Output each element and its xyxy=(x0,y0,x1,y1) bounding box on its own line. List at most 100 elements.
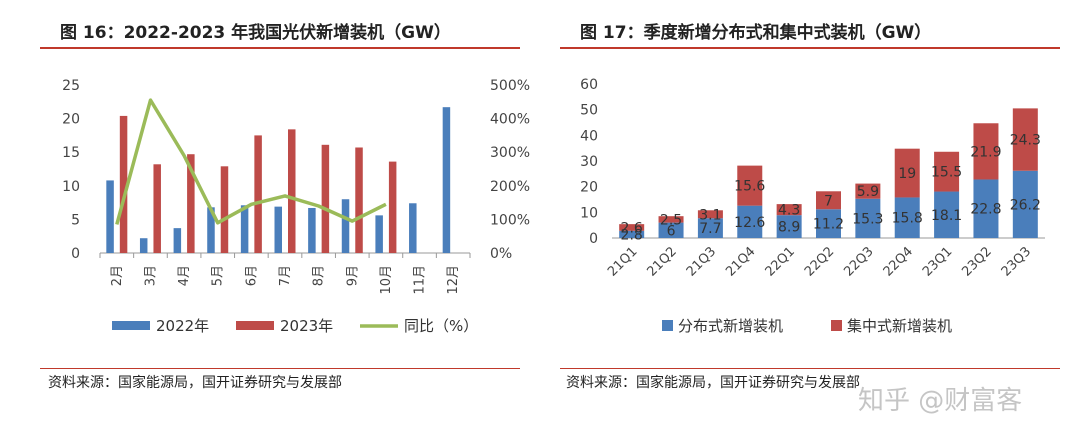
right-y-tick-label: 300% xyxy=(490,145,530,161)
distributed-value-label: 15.8 xyxy=(892,211,923,227)
centralized-value-label: 7 xyxy=(824,193,833,209)
right-chart-y-tick-label: 50 xyxy=(580,103,598,119)
left-x-tick-label: 6月 xyxy=(244,265,259,286)
bar-2023 xyxy=(288,129,296,253)
bar-distributed xyxy=(658,222,684,238)
right-title-rule xyxy=(560,47,1060,49)
distributed-value-label: 8.9 xyxy=(778,220,800,236)
distributed-value-label: 6 xyxy=(667,223,676,239)
distributed-value-label: 22.8 xyxy=(970,202,1001,218)
bar-2023 xyxy=(254,135,262,253)
bar-2023 xyxy=(355,147,363,253)
bar-2022 xyxy=(409,203,417,253)
bar-2022 xyxy=(442,107,451,254)
bar-2022 xyxy=(106,180,114,253)
left-chart-title: 图 16：2022-2023 年我国光伏新增装机（GW） xyxy=(60,23,451,43)
right-chart-y-tick-label: 30 xyxy=(580,154,598,170)
bar-centralized xyxy=(855,183,881,199)
right-y-tick-label: 400% xyxy=(490,112,530,128)
yoy-growth-line xyxy=(115,98,387,225)
right-chart-y-tick-label: 20 xyxy=(580,180,598,196)
right-chart-x-tick-label: 23Q2 xyxy=(959,244,994,279)
centralized-value-label: 4.3 xyxy=(778,203,800,219)
right-chart-x-tick-label: 21Q4 xyxy=(723,244,758,279)
bar-distributed xyxy=(776,215,802,238)
right-source-rule xyxy=(560,368,1060,369)
distributed-value-label: 15.3 xyxy=(852,211,883,227)
right-chart-x-tick-label: 21Q2 xyxy=(644,244,679,279)
legend-label-centralized: 集中式新增装机 xyxy=(847,317,952,335)
bar-2023 xyxy=(321,144,330,253)
bar-2022 xyxy=(274,206,282,253)
left-y-tick-label: 20 xyxy=(62,112,80,128)
left-x-tick-label: 3月 xyxy=(143,265,158,286)
bar-2022 xyxy=(308,207,316,253)
bar-centralized xyxy=(737,165,763,206)
left-y-tick-label: 15 xyxy=(62,145,80,161)
left-x-tick-label: 4月 xyxy=(177,265,192,286)
bar-centralized xyxy=(934,151,960,192)
bar-distributed xyxy=(894,197,920,238)
right-chart-x-tick-label: 23Q1 xyxy=(920,244,955,279)
bar-2022 xyxy=(375,215,383,253)
distributed-value-label: 7.7 xyxy=(699,221,721,237)
left-x-tick-label: 11月 xyxy=(413,265,428,295)
bar-distributed xyxy=(737,205,763,238)
bar-2022 xyxy=(240,205,249,253)
bar-centralized xyxy=(658,216,684,223)
right-chart-x-tick-label: 21Q1 xyxy=(605,244,640,279)
bar-centralized xyxy=(816,191,841,210)
bar-2022 xyxy=(207,207,215,253)
bar-centralized xyxy=(619,224,645,231)
distributed-value-label: 11.2 xyxy=(813,217,844,233)
watermark: 知乎 @财富客 xyxy=(858,386,1023,416)
left-y-tick-label: 10 xyxy=(62,179,80,195)
left-x-tick-label: 12月 xyxy=(446,265,461,295)
bar-centralized xyxy=(973,123,999,180)
bar-2022 xyxy=(139,238,148,253)
right-chart-x-tick-label: 23Q3 xyxy=(999,244,1034,279)
legend-swatch-2023 xyxy=(236,321,274,330)
bar-2023 xyxy=(220,166,229,253)
right-chart-y-tick-label: 0 xyxy=(589,231,598,247)
left-x-tick-label: 7月 xyxy=(278,265,293,286)
right-y-tick-label: 0% xyxy=(490,246,512,262)
bar-2022 xyxy=(173,228,182,253)
bar-2023 xyxy=(187,154,195,253)
centralized-value-label: 5.9 xyxy=(857,184,879,200)
bar-distributed xyxy=(1012,170,1038,238)
centralized-value-label: 2.5 xyxy=(660,212,682,228)
bar-distributed xyxy=(816,209,841,238)
legend-label-2022: 2022年 xyxy=(156,317,209,335)
right-chart-x-tick-label: 22Q1 xyxy=(763,244,798,279)
left-x-tick-label: 2月 xyxy=(110,265,125,286)
bar-2023 xyxy=(153,164,161,253)
legend-swatch-2022 xyxy=(112,321,150,330)
distributed-value-label: 18.1 xyxy=(931,208,962,224)
left-x-tick-label: 8月 xyxy=(312,265,327,286)
right-chart-y-tick-label: 10 xyxy=(580,205,598,221)
right-chart-x-tick-label: 22Q4 xyxy=(881,244,916,279)
centralized-value-label: 21.9 xyxy=(970,144,1001,160)
right-chart-x-tick-label: 21Q3 xyxy=(684,244,719,279)
centralized-value-label: 3.1 xyxy=(699,207,721,223)
left-title-rule xyxy=(40,47,520,49)
bar-centralized xyxy=(1012,108,1038,171)
bar-2023 xyxy=(388,161,397,253)
distributed-value-label: 2.8 xyxy=(621,227,643,243)
left-source-rule xyxy=(40,368,520,369)
right-y-tick-label: 200% xyxy=(490,179,530,195)
bar-centralized xyxy=(894,148,920,198)
right-chart-y-tick-label: 40 xyxy=(580,128,598,144)
centralized-value-label: 15.5 xyxy=(931,165,962,181)
left-chart-source: 资料来源：国家能源局，国开证券研究与发展部 xyxy=(48,375,342,391)
legend-label-2023: 2023年 xyxy=(280,317,333,335)
bar-distributed xyxy=(855,198,881,238)
right-chart-x-tick-label: 22Q3 xyxy=(841,244,876,279)
centralized-value-label: 15.6 xyxy=(734,179,765,195)
right-chart-y-tick-label: 60 xyxy=(580,77,598,93)
left-y-tick-label: 25 xyxy=(62,78,80,94)
right-chart-x-tick-label: 22Q2 xyxy=(802,244,837,279)
bar-distributed xyxy=(697,218,723,238)
